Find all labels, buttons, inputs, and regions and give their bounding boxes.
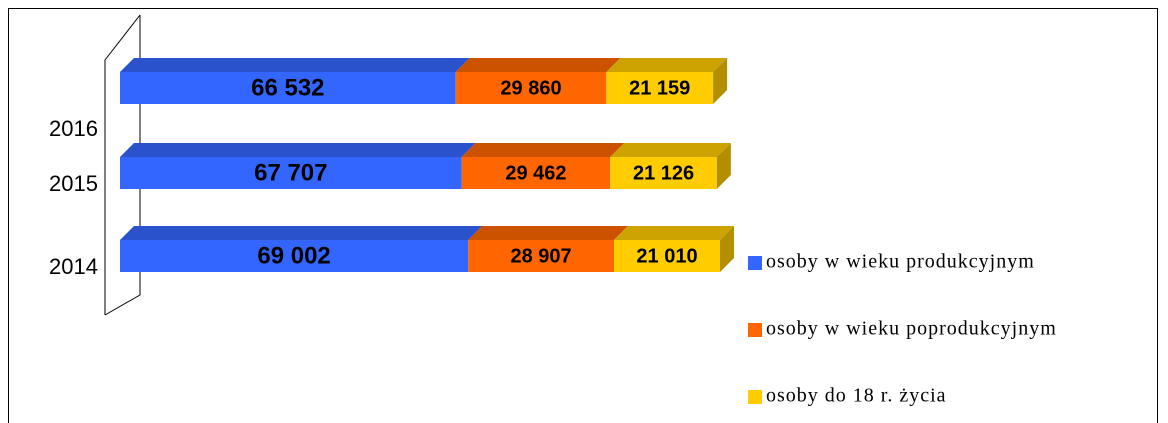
- bar-top-face: [613, 226, 734, 240]
- bar-segment: [461, 157, 611, 189]
- data-label: 21 159: [629, 77, 690, 99]
- data-label: 67 707: [254, 159, 327, 186]
- axis-wall: [104, 14, 141, 316]
- y-tick-label: 2014: [49, 254, 98, 279]
- data-label: 21 126: [633, 162, 694, 184]
- bar-side-face: [713, 58, 728, 104]
- data-label: 66 532: [251, 74, 324, 101]
- legend-swatch: [748, 323, 762, 337]
- bar-segment: [120, 72, 456, 104]
- legend-swatch: [748, 390, 762, 404]
- bar-top-face: [120, 143, 476, 157]
- bar-segment: [610, 157, 717, 189]
- legend-label: osoby w wieku poprodukcyjnym: [766, 318, 1057, 340]
- bar-side-face: [720, 226, 734, 272]
- bar-top-face: [606, 58, 728, 72]
- bar-segment: [613, 240, 720, 272]
- front-axis: [104, 14, 141, 315]
- data-label: 21 010: [636, 245, 697, 267]
- data-label: 28 907: [510, 245, 571, 267]
- bar-segment: [468, 240, 614, 272]
- data-label: 29 860: [500, 77, 561, 99]
- data-label: 69 002: [257, 242, 330, 269]
- bar-top-face: [461, 143, 625, 157]
- bar-segment: [120, 240, 469, 272]
- legend-swatch: [748, 256, 762, 270]
- bar-segment: [455, 72, 607, 104]
- y-tick-label: 2015: [49, 171, 98, 196]
- legend-label: osoby w wieku produkcyjnym: [766, 251, 1035, 273]
- back-axis: [104, 15, 141, 316]
- bar-top-face: [610, 143, 731, 157]
- chart-frame: [8, 8, 1158, 423]
- bar-top-face: [120, 226, 483, 240]
- bar-top-face: [120, 58, 470, 72]
- bar-segment: [606, 72, 714, 104]
- y-tick-label: 2016: [49, 116, 98, 141]
- data-label: 29 462: [505, 162, 566, 184]
- bar-top-face: [455, 58, 621, 72]
- bar-segment: [120, 157, 462, 189]
- legend-label: osoby do 18 r. życia: [766, 385, 947, 407]
- bar-top-face: [468, 226, 628, 240]
- bar-side-face: [716, 143, 731, 189]
